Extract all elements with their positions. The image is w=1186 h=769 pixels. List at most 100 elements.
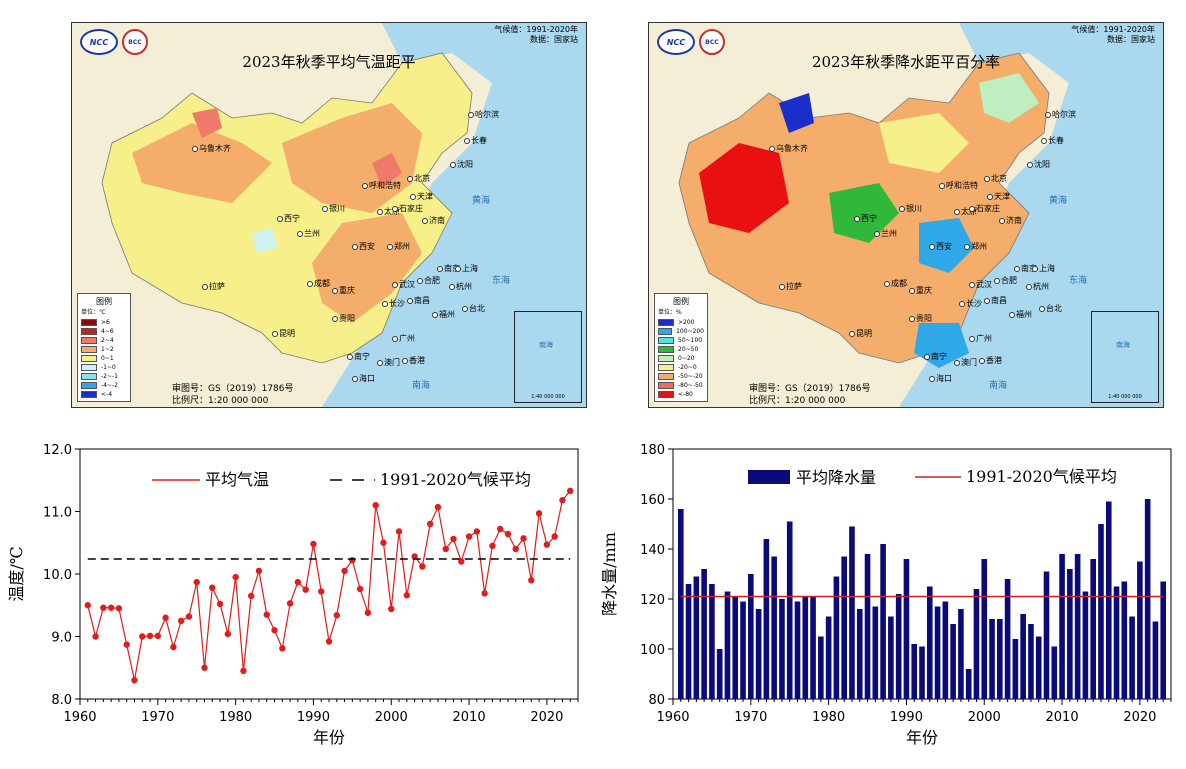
inset-label: 南海 (539, 341, 553, 349)
legend-label: <-80 (678, 391, 693, 398)
temperature-point (115, 605, 123, 612)
legend-row: -4~-2 (81, 381, 127, 390)
precipitation-bar (810, 596, 816, 699)
city-label: 兰州 (297, 228, 320, 239)
city-label: 杭州 (449, 281, 472, 292)
x-tick-label: 1970 (734, 710, 767, 725)
y-tick-label: 8.0 (51, 693, 72, 708)
temperature-point (434, 503, 442, 511)
city-label: 杭州 (1026, 281, 1049, 292)
temperature-point (224, 630, 232, 638)
city-label: 重庆 (909, 285, 932, 296)
precipitation-bar (763, 539, 770, 699)
precipitation-bar (833, 576, 840, 699)
x-tick-label: 1970 (141, 710, 174, 725)
legend-swatch (658, 319, 674, 326)
temperature-point (356, 585, 364, 593)
ncc-logo: NCC (80, 29, 118, 55)
city-label: 乌鲁木齐 (192, 143, 231, 154)
precipitation-bar (786, 521, 793, 699)
sea-label: 黄海 (472, 196, 491, 206)
legend-swatch (81, 319, 97, 326)
map-legend: 图例 单位：% >200 100~200 50~100 20~50 0~20 -20~0 -… (654, 293, 708, 402)
city-label: 长春 (1041, 135, 1064, 146)
city-label: 昆明 (849, 328, 872, 339)
precipitation-bar (856, 609, 863, 699)
legend-swatch (81, 373, 97, 380)
precipitation-bar (818, 636, 824, 699)
temperature-point (341, 567, 348, 575)
precipitation-bar (934, 606, 941, 699)
temperature-point (528, 577, 535, 584)
legend-title: 图例 (96, 297, 112, 306)
sea-label: 东海 (492, 276, 511, 286)
y-axis-label: 降水量/mm (600, 532, 619, 616)
temperature-point (318, 588, 325, 595)
temperature-point (551, 533, 558, 540)
temperature-point (255, 567, 263, 575)
city-label: 澳门 (954, 357, 977, 368)
temperature-point (442, 545, 449, 553)
precipitation-bar-chart: 80 100 120 140 160 180 1960 1970 1980 1990 2000 201… (600, 443, 1172, 747)
precipitation-bar (685, 584, 692, 699)
city-label: 银川 (322, 203, 345, 214)
temperature-point (496, 525, 504, 533)
legend-unit: 单位：℃ (81, 309, 106, 316)
precipitation-bar (1051, 646, 1058, 699)
city-label: 武汉 (392, 279, 415, 290)
city-label: 拉萨 (779, 281, 802, 292)
precipitation-bar (997, 619, 1003, 699)
legend-swatch (658, 382, 674, 389)
city-label: 石家庄 (969, 203, 1000, 214)
temperature-point (240, 667, 247, 675)
x-tick-label: 1990 (890, 710, 923, 725)
precipitation-anomaly-map: NCC BCC 气候值：1991-2020年 数据：国家站 2023年秋季降水距… (648, 22, 1164, 408)
temperature-point (395, 528, 403, 535)
legend-row: <-4 (81, 390, 127, 399)
bcc-logo: BCC (699, 29, 725, 55)
data-source: 数据：国家站 (1107, 35, 1155, 44)
x-tick-label: 2020 (1123, 710, 1156, 725)
temperature-point (162, 614, 169, 621)
legend-swatch-precipitation (748, 470, 790, 484)
city-label: 南昌 (984, 295, 1007, 306)
city-label: 郑州 (387, 241, 410, 252)
x-tick-label: 1960 (656, 710, 689, 725)
city-label: 海口 (929, 373, 952, 384)
legend-row: -50~-20 (658, 372, 704, 381)
precipitation-bar (872, 606, 879, 699)
temperature-anomaly-map: NCC BCC 气候值：1991-2020年 数据：国家站 2023年秋季平均气… (71, 22, 587, 408)
temperature-line-chart: 8.0 9.0 10.0 11.0 12.0 1960 1970 1980 1990 2000 20… (7, 443, 579, 747)
map-meta: 气候值：1991-2020年 数据：国家站 (494, 25, 578, 45)
x-tick-label: 2010 (453, 710, 486, 725)
city-label: 贵阳 (332, 313, 355, 324)
precipitation-bar (724, 591, 731, 699)
temperature-point (185, 613, 193, 620)
city-label: 呼和浩特 (939, 180, 978, 191)
precipitation-bar (1129, 616, 1135, 699)
temperature-point (123, 641, 130, 648)
temperature-point (100, 604, 107, 611)
legend-label: 1~2 (101, 346, 114, 353)
map-meta: 气候值：1991-2020年 数据：国家站 (1071, 25, 1155, 45)
precipitation-bar (1152, 621, 1159, 699)
legend-label: -4~-2 (101, 382, 118, 389)
precipitation-bar (942, 601, 949, 699)
legend-label: <-4 (101, 391, 113, 398)
sea-label: 南海 (412, 381, 431, 391)
y-tick-label: 9.0 (51, 631, 72, 646)
city-label: 银川 (899, 203, 922, 214)
precipitation-bar (958, 609, 964, 699)
precipitation-bar (716, 649, 723, 699)
legend-row: <-80 (658, 390, 704, 399)
precipitation-bar (888, 616, 894, 699)
legend-label: -50~-20 (678, 373, 703, 380)
precipitation-bar (989, 619, 995, 699)
city-label: 北京 (407, 173, 430, 184)
map-title: 2023年秋季平均气温距平 (242, 53, 416, 71)
legend-label: 0~1 (101, 355, 114, 362)
y-tick-label: 80 (648, 693, 665, 708)
legend-swatch (658, 328, 673, 335)
precipitation-bar (965, 669, 972, 699)
legend-swatch (81, 355, 97, 362)
